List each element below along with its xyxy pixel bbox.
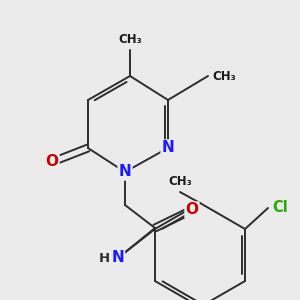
Text: H: H — [99, 251, 110, 265]
Text: Cl: Cl — [272, 200, 288, 215]
Text: CH₃: CH₃ — [212, 70, 236, 83]
Text: N: N — [118, 164, 131, 179]
Text: CH₃: CH₃ — [168, 175, 192, 188]
Text: O: O — [185, 202, 199, 217]
Text: N: N — [162, 140, 174, 155]
Text: O: O — [46, 154, 59, 169]
Text: CH₃: CH₃ — [118, 33, 142, 46]
Text: N: N — [112, 250, 124, 266]
